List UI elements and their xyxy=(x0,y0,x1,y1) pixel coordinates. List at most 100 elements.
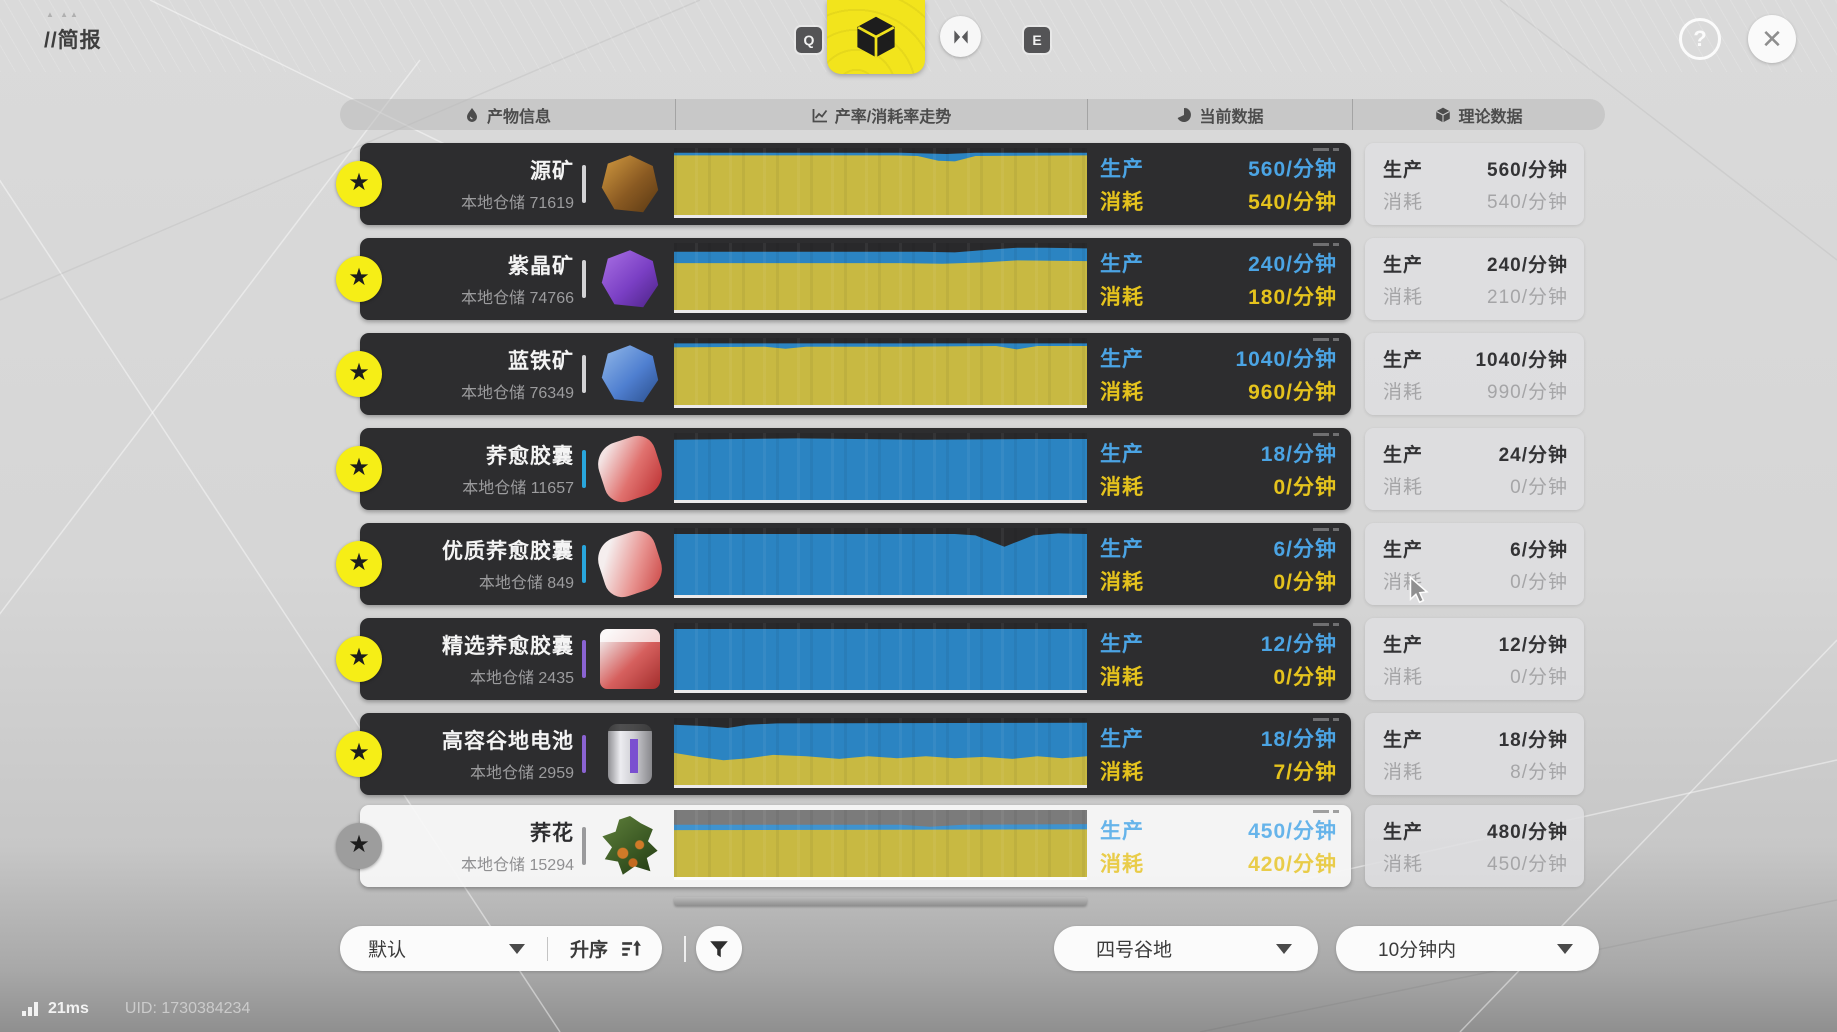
theory-consumption-value: 0/分钟 xyxy=(1510,476,1568,498)
consumption-value: 540/分钟 xyxy=(1248,190,1337,214)
theory-consumption-value: 210/分钟 xyxy=(1487,286,1568,308)
favorite-star-badge[interactable]: ★ xyxy=(336,731,382,777)
star-icon: ★ xyxy=(348,169,370,196)
chevron-down-icon xyxy=(1276,943,1292,954)
favorite-star-badge[interactable]: ★ xyxy=(336,823,382,869)
star-icon: ★ xyxy=(348,739,370,766)
theory-panel: 生产 6/分钟 消耗 0/分钟 xyxy=(1365,523,1584,605)
consumption-value: 0/分钟 xyxy=(1273,665,1337,689)
column-rate-trend: 产率/消耗率走势 xyxy=(675,99,1087,130)
product-panel: 荞花 本地仓储 15294 生产 450/分钟 消耗 420/分钟 xyxy=(360,805,1351,887)
column-product-info: 产物信息 xyxy=(340,99,675,130)
sort-order-toggle[interactable]: 升序 xyxy=(569,940,608,961)
time-range-dropdown[interactable]: 10分钟内 xyxy=(1336,926,1599,971)
favorite-star-badge[interactable]: ★ xyxy=(336,541,382,587)
product-name: 荞愈胶囊 xyxy=(486,445,574,468)
consumption-value: 420/分钟 xyxy=(1248,852,1337,876)
theory-production-value: 560/分钟 xyxy=(1487,159,1568,181)
theory-consumption-value: 0/分钟 xyxy=(1510,571,1568,593)
product-row[interactable]: ★ 荞愈胶囊 本地仓储 11657 生产 18/分钟 消耗 0/分钟 生产 24/分钟… xyxy=(0,428,1837,510)
cube-icon xyxy=(1436,107,1451,122)
tier-bar xyxy=(582,545,586,583)
theory-production-value: 1040/分钟 xyxy=(1475,349,1568,371)
flower-icon xyxy=(602,816,658,875)
droplet-icon xyxy=(466,107,477,122)
theory-panel: 生产 1040/分钟 消耗 990/分钟 xyxy=(1365,333,1584,415)
mouse-cursor xyxy=(1409,576,1429,604)
product-row[interactable]: ★ 优质荞愈胶囊 本地仓储 849 生产 6/分钟 消耗 0/分钟 生产 6/分钟 消… xyxy=(0,523,1837,605)
sort-mode-dropdown[interactable]: 默认 升序 xyxy=(340,926,662,971)
rate-trend-chart xyxy=(674,623,1087,693)
hotkey-e-badge: E xyxy=(1024,27,1050,53)
product-row[interactable]: ★ 精选荞愈胶囊 本地仓储 2435 生产 12/分钟 消耗 0/分钟 生产 12/分… xyxy=(0,618,1837,700)
product-name: 紫晶矿 xyxy=(508,255,574,278)
production-value: 450/分钟 xyxy=(1248,819,1337,843)
star-icon: ★ xyxy=(348,831,370,858)
product-row-selected[interactable]: ★ 荞花 本地仓储 15294 生产 450/分钟 消耗 420/分钟 生产 480/… xyxy=(0,805,1837,887)
panel-corner-marks xyxy=(1313,338,1339,341)
favorite-star-badge[interactable]: ★ xyxy=(336,351,382,397)
tier-bar xyxy=(582,260,586,298)
panel-corner-marks xyxy=(1313,148,1339,151)
current-data: 生产 6/分钟 消耗 0/分钟 xyxy=(1100,523,1337,605)
rate-trend-chart xyxy=(674,243,1087,313)
product-panel: 优质荞愈胶囊 本地仓储 849 生产 6/分钟 消耗 0/分钟 xyxy=(360,523,1351,605)
current-data: 生产 450/分钟 消耗 420/分钟 xyxy=(1100,805,1337,887)
cube-icon xyxy=(857,16,895,58)
capsule-red-icon xyxy=(592,431,668,507)
favorite-star-badge[interactable]: ★ xyxy=(336,256,382,302)
panel-corner-marks xyxy=(1313,718,1339,721)
tab-briefing-active[interactable] xyxy=(827,0,925,74)
consumption-value: 7/分钟 xyxy=(1273,760,1337,784)
theory-panel: 生产 24/分钟 消耗 0/分钟 xyxy=(1365,428,1584,510)
rate-trend-chart xyxy=(674,148,1087,218)
product-panel: 高容谷地电池 本地仓储 2959 生产 18/分钟 消耗 7/分钟 xyxy=(360,713,1351,795)
theory-production-value: 24/分钟 xyxy=(1498,444,1568,466)
product-panel: 紫晶矿 本地仓储 74766 生产 240/分钟 消耗 180/分钟 xyxy=(360,238,1351,320)
column-current-data: 当前数据 xyxy=(1087,99,1352,130)
filter-button[interactable] xyxy=(696,926,742,971)
region-dropdown[interactable]: 四号谷地 xyxy=(1054,926,1318,971)
pie-icon xyxy=(1178,107,1192,122)
next-row-peek xyxy=(674,897,1087,906)
favorite-star-badge[interactable]: ★ xyxy=(336,446,382,492)
favorite-star-badge[interactable]: ★ xyxy=(336,161,382,207)
theory-production-value: 480/分钟 xyxy=(1487,821,1568,843)
tier-bar xyxy=(582,827,586,865)
tab-secondary[interactable] xyxy=(940,16,981,57)
star-icon: ★ xyxy=(348,264,370,291)
product-row[interactable]: ★ 蓝铁矿 本地仓储 76349 生产 1040/分钟 消耗 960/分钟 生产 10… xyxy=(0,333,1837,415)
product-storage: 本地仓储 71619 xyxy=(461,195,574,212)
theory-panel: 生产 240/分钟 消耗 210/分钟 xyxy=(1365,238,1584,320)
favorite-star-badge[interactable]: ★ xyxy=(336,636,382,682)
product-row[interactable]: ★ 高容谷地电池 本地仓储 2959 生产 18/分钟 消耗 7/分钟 生产 18/分… xyxy=(0,713,1837,795)
hotkey-q-badge: Q xyxy=(796,27,822,53)
product-name: 荞花 xyxy=(530,822,574,845)
trend-icon xyxy=(812,108,827,122)
ping-value: 21ms xyxy=(48,1000,89,1017)
product-storage: 本地仓储 2959 xyxy=(469,765,574,782)
sort-ascending-icon xyxy=(622,939,641,956)
product-storage: 本地仓储 74766 xyxy=(461,290,574,307)
tier-bar xyxy=(582,640,586,678)
theory-production-value: 240/分钟 xyxy=(1487,254,1568,276)
product-row[interactable]: ★ 源矿 本地仓储 71619 生产 560/分钟 消耗 540/分钟 生产 560/… xyxy=(0,143,1837,225)
star-icon: ★ xyxy=(348,359,370,386)
chevron-down-icon xyxy=(1557,943,1573,954)
current-data: 生产 12/分钟 消耗 0/分钟 xyxy=(1100,618,1337,700)
theory-panel: 生产 12/分钟 消耗 0/分钟 xyxy=(1365,618,1584,700)
theory-panel: 生产 18/分钟 消耗 8/分钟 xyxy=(1365,713,1584,795)
product-name: 蓝铁矿 xyxy=(508,350,574,373)
production-value: 240/分钟 xyxy=(1248,252,1337,276)
product-panel: 源矿 本地仓储 71619 生产 560/分钟 消耗 540/分钟 xyxy=(360,143,1351,225)
close-button[interactable]: ✕ xyxy=(1748,15,1796,63)
chevron-down-icon xyxy=(508,943,525,954)
help-button[interactable]: ? xyxy=(1679,18,1721,60)
rate-trend-chart xyxy=(674,810,1087,880)
production-value: 560/分钟 xyxy=(1248,157,1337,181)
product-row[interactable]: ★ 紫晶矿 本地仓储 74766 生产 240/分钟 消耗 180/分钟 生产 240… xyxy=(0,238,1837,320)
rate-trend-chart xyxy=(674,528,1087,598)
capsule-box-icon xyxy=(600,629,660,689)
panel-corner-marks xyxy=(1313,243,1339,246)
consumption-value: 960/分钟 xyxy=(1248,380,1337,404)
